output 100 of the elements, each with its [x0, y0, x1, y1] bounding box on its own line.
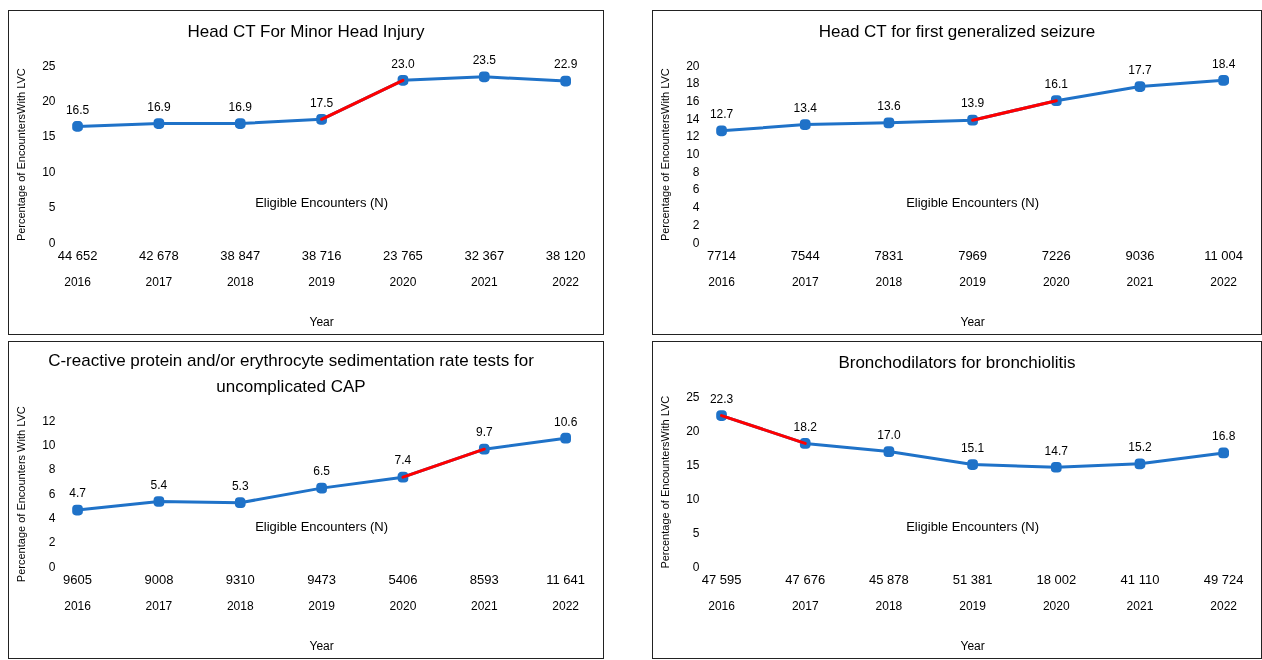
annotation: Eligible Encounters (N)	[255, 194, 389, 210]
point	[234, 497, 246, 509]
y-tick-label: 5	[692, 525, 700, 540]
y-tick-label: 4	[692, 200, 700, 215]
x-tick-label: 2022	[1210, 274, 1238, 289]
point	[478, 71, 490, 83]
point	[967, 459, 978, 470]
point	[72, 504, 83, 516]
data-label: 18.4	[1211, 56, 1236, 71]
y-tick-label: 8	[48, 462, 56, 477]
y-axis-title: Percentage of Encounters With LVC	[14, 406, 27, 583]
annotation: Eligible Encounters (N)	[906, 194, 1040, 210]
data-label: 6.5	[313, 464, 331, 479]
x-tick-label: 2021	[1126, 598, 1154, 613]
data-label: 13.9	[960, 96, 985, 111]
x-tick-label: 2019	[308, 598, 336, 613]
data-label: 12.7	[709, 107, 734, 122]
data-label: 5.3	[231, 479, 249, 494]
text: 5406	[388, 571, 418, 587]
x-tick-label: 2019	[959, 274, 987, 289]
y-tick-label: 20	[42, 93, 56, 108]
point	[883, 446, 895, 457]
point	[153, 118, 165, 129]
y-tick-label: 0	[48, 559, 56, 574]
text: 11 641	[546, 571, 586, 587]
text: 42 678	[139, 247, 179, 263]
data-label: 13.6	[877, 99, 901, 114]
x-tick-label: 2019	[959, 598, 987, 613]
y-tick-label: 18	[686, 76, 700, 91]
data-label: 5.4	[150, 477, 168, 492]
y-axis-title: Percentage of EncountersWith LVC	[658, 68, 671, 242]
y-tick-label: 10	[42, 164, 56, 179]
x-tick-label: 2020	[389, 274, 417, 289]
x-tick-label: 2022	[552, 598, 580, 613]
data-label: 17.7	[1128, 62, 1152, 77]
x-tick-label: 2017	[791, 274, 819, 289]
x-tick-label: 2018	[226, 598, 254, 613]
data-label: 4.7	[69, 486, 87, 501]
y-axis-title: Percentage of EncountersWith LVC	[14, 68, 27, 242]
y-tick-label: 0	[48, 235, 56, 250]
point	[716, 125, 727, 137]
text: 7544	[790, 247, 820, 263]
data-label: 9.7	[475, 425, 493, 440]
point	[1218, 75, 1230, 86]
y-tick-label: 10	[686, 147, 700, 162]
annotation: Eligible Encounters (N)	[906, 518, 1040, 534]
y-tick-label: 0	[692, 235, 700, 250]
y-tick-label: 20	[686, 423, 700, 438]
x-tick-label: 2016	[64, 598, 92, 613]
x-tick-label: 2016	[708, 274, 736, 289]
data-label: 15.2	[1128, 440, 1152, 455]
x-tick-label: 2019	[308, 274, 336, 289]
text: 51 381	[952, 571, 993, 587]
text: 49 724	[1203, 571, 1244, 587]
x-tick-label: 2022	[1210, 598, 1238, 613]
x-tick-label: 2017	[145, 598, 173, 613]
point	[799, 119, 811, 130]
text: 9473	[307, 571, 337, 587]
text: 47 595	[701, 571, 742, 587]
point	[1134, 81, 1146, 92]
data-label: 16.9	[147, 99, 171, 114]
text: 9605	[63, 571, 93, 587]
x-tick-label: 2022	[552, 274, 580, 289]
y-tick-label: 2	[48, 535, 56, 550]
y-tick-label: 2	[692, 217, 700, 232]
y-tick-label: 20	[686, 58, 700, 73]
text: 11 004	[1204, 247, 1244, 263]
chart-title: Head CT for first generalized seizure	[818, 21, 1096, 43]
point	[560, 432, 572, 444]
text: 32 367	[464, 247, 505, 263]
text: 8593	[469, 571, 499, 587]
y-tick-label: 12	[42, 413, 56, 428]
y-tick-label: 4	[48, 510, 56, 525]
data-label: 7.4	[394, 453, 412, 468]
point	[72, 121, 83, 132]
y-tick-label: 6	[48, 486, 56, 501]
chart-title: C-reactive protein and/or erythrocyte sedimentation rate tests for uncomplicated CAP	[47, 350, 535, 398]
data-label: 18.2	[793, 419, 818, 434]
x-tick-label: 2018	[226, 274, 254, 289]
x-tick-label: 2020	[1042, 598, 1070, 613]
y-tick-label: 5	[48, 200, 56, 215]
text: 9008	[144, 571, 174, 587]
x-tick-label: 2020	[1042, 274, 1070, 289]
point	[1050, 461, 1062, 473]
x-tick-label: 2016	[708, 598, 736, 613]
y-tick-label: 15	[686, 457, 700, 472]
data-label: 13.4	[793, 100, 818, 115]
x-tick-label: 2020	[389, 598, 417, 613]
point	[234, 118, 246, 129]
y-tick-label: 15	[42, 129, 56, 144]
data-label: 22.3	[709, 391, 734, 406]
y-tick-label: 10	[42, 437, 56, 452]
text: 18 002	[1036, 571, 1077, 587]
x-axis-title: Year	[309, 315, 334, 330]
text: 38 716	[301, 247, 342, 263]
y-tick-label: 12	[686, 129, 700, 144]
text: 7714	[707, 247, 737, 263]
text: 9310	[225, 571, 255, 587]
annotation: Eligible Encounters (N)	[255, 518, 389, 534]
data-label: 14.7	[1044, 443, 1069, 458]
